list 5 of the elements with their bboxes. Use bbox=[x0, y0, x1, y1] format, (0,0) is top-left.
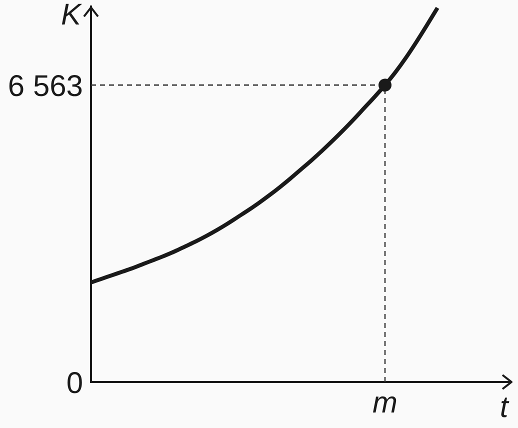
y-tick-label: 6 563 bbox=[8, 70, 83, 103]
y-axis-title: K bbox=[60, 0, 83, 32]
y-tick-label: 0 bbox=[66, 366, 83, 400]
x-tick-label: m bbox=[372, 386, 398, 420]
x-axis-title: t bbox=[500, 391, 510, 424]
